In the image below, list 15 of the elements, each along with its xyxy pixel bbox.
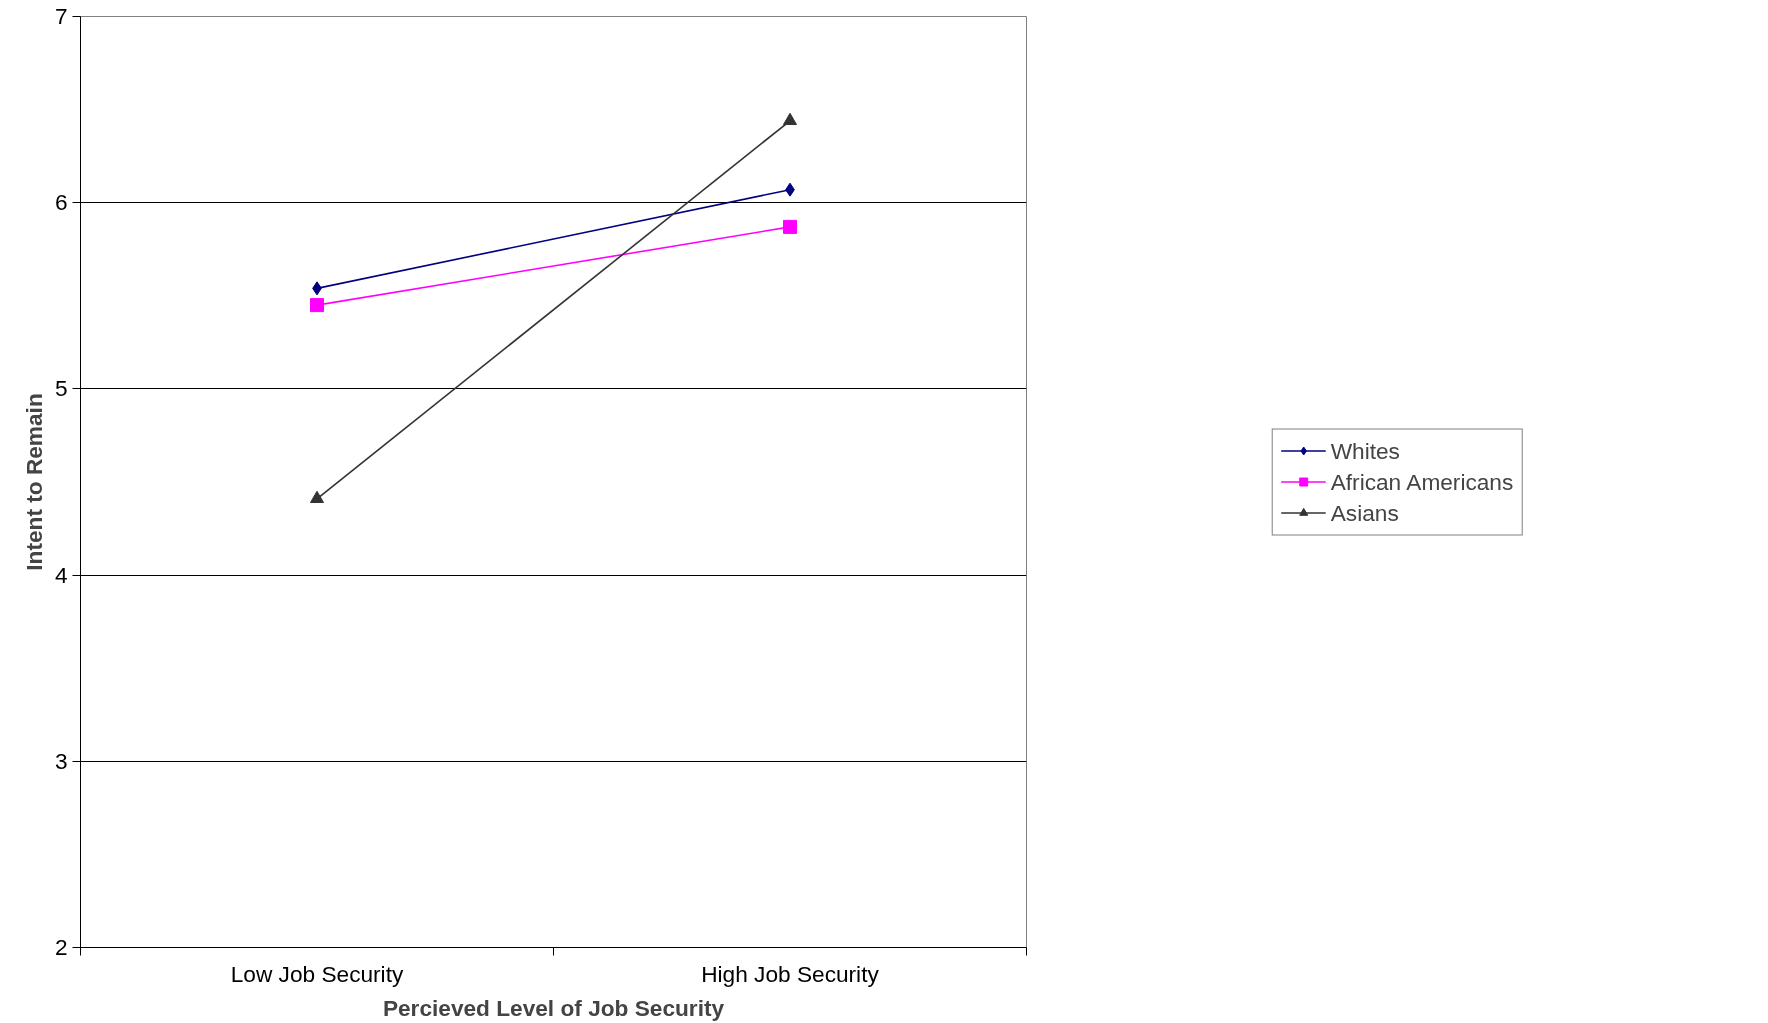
y-tick-label: 2 [54,934,68,960]
x-tick-label: High Job Security [701,960,880,987]
point [310,298,324,313]
point [783,219,797,234]
x-axis-title: Percieved Level of Job Security [382,994,725,1021]
legend-label: Asians [1330,499,1399,526]
y-tick-label: 3 [54,747,68,774]
y-tick-label: 4 [54,561,68,588]
y-tick-label: 7 [54,3,68,29]
y-axis-title: Intent to Remain [20,393,47,571]
legend-label: Whites [1330,437,1400,464]
x-tick-label: Low Job Security [230,960,404,987]
y-tick-label: 6 [54,189,68,216]
y-tick-label: 5 [54,375,68,402]
legend-label: African Americans [1330,468,1514,495]
